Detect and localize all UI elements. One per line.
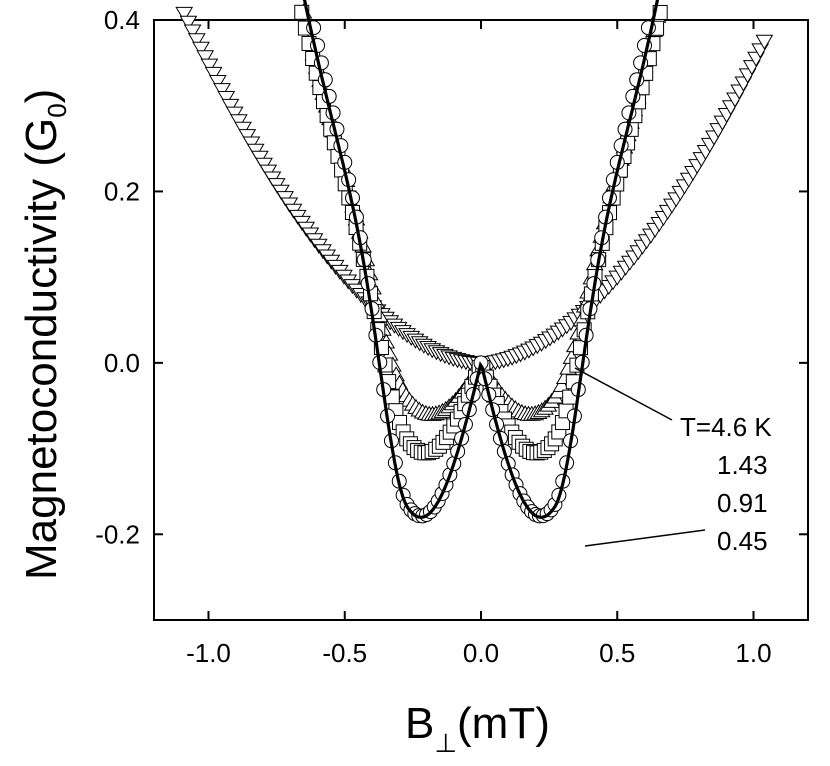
y-axis-title: Magnetoconductivity (G0) bbox=[17, 89, 72, 580]
data-point-triangle-down bbox=[208, 75, 227, 91]
data-point-triangle-down bbox=[238, 129, 257, 145]
annotation-label-1-43: 1.43 bbox=[717, 450, 768, 480]
data-point-triangle-down bbox=[229, 114, 248, 130]
x-tick-label: 0.0 bbox=[463, 638, 499, 668]
x-tick-label: 1.0 bbox=[735, 638, 771, 668]
x-axis-title: B⊥(mT) bbox=[405, 699, 550, 758]
data-point-triangle-down bbox=[192, 41, 210, 57]
data-point-triangle-down bbox=[221, 98, 240, 114]
x-tick-label: -1.0 bbox=[186, 638, 231, 668]
y-tick-label: 0.2 bbox=[104, 176, 140, 206]
annotation-group: T=4.6 K 1.43 0.91 0.45 bbox=[574, 367, 772, 556]
x-axis-title-subscript: ⊥ bbox=[434, 728, 457, 758]
data-point-triangle-down bbox=[204, 66, 223, 82]
x-tick-label: 0.5 bbox=[599, 638, 635, 668]
y-axis-title-main: Magnetoconductivity (G bbox=[17, 118, 66, 580]
data-point-triangle-down bbox=[196, 50, 215, 66]
annotation-label-0-45: 0.45 bbox=[717, 526, 768, 556]
series-circle bbox=[306, 20, 656, 524]
plot-frame bbox=[153, 19, 809, 621]
data-point-triangle-down bbox=[187, 33, 206, 49]
data-point-triangle-down bbox=[225, 106, 244, 122]
y-axis-title-rest: ) bbox=[17, 89, 66, 104]
data-point-triangle-up bbox=[552, 376, 571, 392]
y-tick-label: 0.0 bbox=[104, 348, 140, 378]
annotation-label-4-6k: T=4.6 K bbox=[680, 412, 772, 442]
y-tick-label: 0.4 bbox=[104, 5, 140, 35]
axis-ticks: -1.0 -0.5 0.0 0.5 1.0 -0.2 0.0 0.2 0.4 bbox=[95, 5, 808, 668]
leader-line-0-45k bbox=[584, 529, 706, 547]
data-point-triangle-down bbox=[234, 121, 252, 137]
x-tick-label: -0.5 bbox=[322, 638, 367, 668]
data-point-triangle-down bbox=[175, 6, 194, 22]
annotation-label-0-91: 0.91 bbox=[717, 488, 768, 518]
x-axis-title-rest: (mT) bbox=[457, 699, 550, 748]
data-point-triangle-down bbox=[213, 83, 231, 99]
series-square bbox=[294, 4, 668, 461]
data-point-triangle-down bbox=[217, 91, 236, 107]
x-axis-title-main: B bbox=[405, 699, 434, 748]
fit-layer bbox=[302, 0, 660, 519]
data-point-triangle-down bbox=[179, 15, 198, 31]
series-triangle-down bbox=[175, 6, 774, 372]
data-point-triangle-down bbox=[755, 34, 774, 50]
data-point-triangle-down bbox=[183, 24, 202, 40]
leader-line-4-6k bbox=[574, 367, 673, 421]
data-point-circle bbox=[473, 355, 489, 371]
y-axis-title-subscript: 0 bbox=[42, 103, 72, 117]
data-point-triangle-down bbox=[200, 58, 219, 74]
y-tick-label: -0.2 bbox=[95, 519, 140, 549]
fit-curve bbox=[302, 0, 660, 519]
series-layer bbox=[175, 3, 774, 524]
